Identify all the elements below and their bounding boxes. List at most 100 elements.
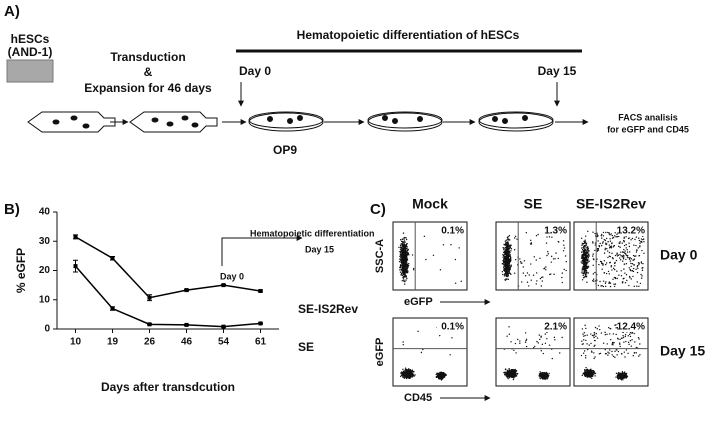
event-dot [404,263,405,264]
event-dot [581,340,582,341]
event-dot [607,352,608,353]
event-dot [589,260,590,261]
event-dot [600,353,601,354]
marker [74,235,78,239]
y-axis-label: eGFP [374,338,386,367]
event-dot [404,250,405,251]
event-dot [629,259,630,260]
event-dot [592,255,593,256]
event-dot [402,251,403,252]
event-dot [587,260,588,261]
event-dot [408,249,409,250]
y-axis-label: SSC-A [374,239,386,273]
event-dot [623,341,624,342]
event-dot [539,339,540,340]
event-dot [594,375,595,376]
event-dot [533,275,534,276]
event-dot [615,255,616,256]
event-dot [582,257,583,258]
panel-label: C) [370,201,386,218]
event-dot [598,325,599,326]
event-dot [613,268,614,269]
series-line [76,237,261,298]
event-dot [601,332,602,333]
event-dot [586,259,587,260]
event-dot [505,368,506,369]
event-dot [402,258,403,259]
event-dot [639,255,640,256]
event-dot [642,263,643,264]
marker [148,322,152,326]
event-dot [582,375,583,376]
event-dot [586,370,587,371]
event-dot [597,248,598,249]
event-dot [627,353,628,354]
event-dot [408,263,409,264]
event-dot [565,255,566,256]
event-dot [592,232,593,233]
event-dot [593,259,594,260]
event-dot [616,373,617,374]
event-dot [637,265,638,266]
event-dot [403,375,404,376]
event-dot [399,269,400,270]
event-dot [402,264,403,265]
event-dot [586,249,587,250]
event-dot [633,355,634,356]
event-dot [417,331,418,332]
day-label: Day 0 [660,247,698,263]
event-dot [604,260,605,261]
event-dot [619,344,620,345]
event-dot [400,251,401,252]
event-dot [409,373,410,374]
event-dot [582,267,583,268]
event-dot [406,250,407,251]
event-dot [526,232,527,233]
event-dot [584,262,585,263]
event-dot [507,370,508,371]
event-dot [607,250,608,251]
event-dot [527,282,528,283]
event-dot [581,270,582,271]
event-dot [504,274,505,275]
event-dot [505,252,506,253]
event-dot [445,374,446,375]
event-dot [408,378,409,379]
event-dot [584,240,585,241]
event-dot [449,354,450,355]
event-dot [588,254,589,255]
event-dot [403,370,404,371]
event-dot [630,266,631,267]
event-dot [554,339,555,340]
flask [130,112,217,132]
event-dot [581,245,582,246]
event-dot [530,240,531,241]
event-dot [619,374,620,375]
event-dot [624,245,625,246]
event-dot [586,271,587,272]
event-dot [629,276,630,277]
event-dot [582,279,583,280]
event-dot [610,256,611,257]
event-dot [401,273,402,274]
event-dot [583,255,584,256]
event-dot [511,374,512,375]
event-dot [402,280,403,281]
event-dot [507,243,508,244]
event-dot [506,335,507,336]
column-header: SE [524,196,543,212]
event-dot [607,354,608,355]
event-dot [540,372,541,373]
event-dot [508,262,509,263]
event-dot [539,258,540,259]
event-dot [593,337,594,338]
event-dot [543,377,544,378]
event-dot [634,352,635,353]
event-dot [411,373,412,374]
event-dot [632,276,633,277]
event-dot [411,376,412,377]
event-dot [602,264,603,265]
event-dot [519,258,520,259]
cell-line: hESCs [11,32,50,46]
event-dot [508,326,509,327]
